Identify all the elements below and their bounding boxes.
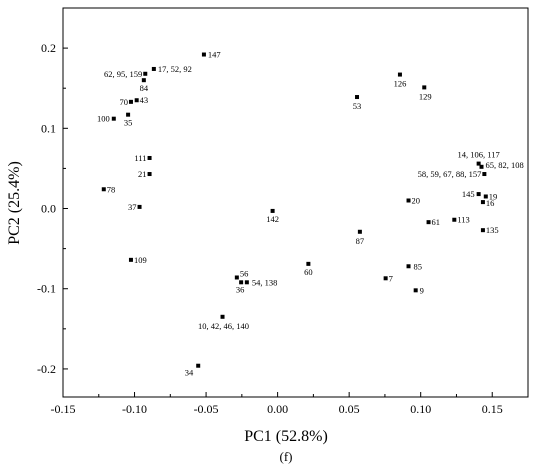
point-label: 135 <box>486 225 499 235</box>
scatter-point <box>480 228 485 233</box>
point-label: 9 <box>420 285 424 295</box>
scatter-point <box>480 200 485 205</box>
point-label: 126 <box>394 79 407 89</box>
point-label: 54, 138 <box>252 277 278 287</box>
x-tick-label: -0.10 <box>122 402 147 416</box>
scatter-point <box>128 99 133 104</box>
scatter-point <box>452 217 457 222</box>
scatter-point <box>383 276 388 281</box>
point-label: 20 <box>412 195 421 205</box>
point-label: 61 <box>432 217 441 227</box>
x-tick-label: -0.15 <box>51 402 76 416</box>
x-axis-title: PC1 (52.8%) <box>244 428 328 445</box>
scatter-point <box>137 204 142 209</box>
point-label: 53 <box>353 101 362 111</box>
x-tick-label: 0.05 <box>339 402 360 416</box>
plot-frame <box>62 7 529 398</box>
y-tick-label: 0.2 <box>41 41 56 55</box>
scatter-point <box>306 261 311 266</box>
figure-caption: (f) <box>280 449 293 464</box>
point-label: 87 <box>356 236 365 246</box>
point-label: 111 <box>134 153 146 163</box>
y-tick-label: 0.1 <box>41 121 56 135</box>
y-tick-label: -0.2 <box>37 362 56 376</box>
scatter-point <box>141 78 146 83</box>
point-label: 10, 42, 46, 140 <box>198 321 249 331</box>
scatter-point <box>234 275 239 280</box>
scatter-point <box>406 198 411 203</box>
scatter-point <box>479 164 484 169</box>
x-tick-label: 0.00 <box>267 402 288 416</box>
point-label: 65, 82, 108 <box>486 160 524 170</box>
point-label: 14, 106, 117 <box>458 150 500 160</box>
point-label: 7 <box>389 273 393 283</box>
y-axis-title: PC2 (25.4%) <box>6 161 23 245</box>
point-label: 16 <box>486 198 495 208</box>
scatter-point <box>143 71 148 76</box>
scatter-point <box>270 208 275 213</box>
point-label: 129 <box>419 91 432 101</box>
point-label: 34 <box>185 368 194 378</box>
scatter-point <box>126 112 131 117</box>
scatter-point <box>476 161 481 166</box>
point-label: 62, 95, 159 <box>104 69 142 79</box>
scatter-point <box>147 155 152 160</box>
scatter-point <box>406 264 411 269</box>
y-tick-label: 0.0 <box>41 202 56 216</box>
scatter-point <box>413 288 418 293</box>
scatter-point <box>355 95 360 100</box>
scatter-point <box>482 172 487 177</box>
scatter-point <box>220 314 225 319</box>
point-label: 147 <box>208 50 221 60</box>
scatter-point <box>357 229 362 234</box>
scatter-point <box>128 257 133 262</box>
point-label: 142 <box>266 214 279 224</box>
scatter-point <box>101 187 106 192</box>
point-label: 58, 59, 67, 88, 157 <box>418 169 482 179</box>
scatter-point <box>244 280 249 285</box>
point-label: 113 <box>457 215 469 225</box>
scatter-point <box>476 192 481 197</box>
y-axis-ticks: -0.2 -0.1 0.0 0.1 0.2 <box>37 7 68 376</box>
point-label: 19 <box>489 191 498 201</box>
point-label: 37 <box>128 202 137 212</box>
y-tick-label: -0.1 <box>37 282 56 296</box>
x-axis-ticks: -0.15 -0.10 -0.05 0.00 0.05 0.10 0.15 <box>51 392 503 416</box>
scatter-point <box>239 280 244 285</box>
point-label: 145 <box>462 189 475 199</box>
point-label: 21 <box>138 169 147 179</box>
point-label: 70 <box>119 97 128 107</box>
scatter-point <box>111 116 116 121</box>
point-label: 84 <box>140 83 149 93</box>
scatter-point <box>422 85 427 90</box>
x-tick-label: 0.10 <box>410 402 431 416</box>
x-tick-label: 0.15 <box>482 402 503 416</box>
point-label: 60 <box>304 267 313 277</box>
point-label: 78 <box>107 184 116 194</box>
point-label: 56 <box>240 268 249 278</box>
point-label: 85 <box>414 261 423 271</box>
point-label: 17, 52, 92 <box>158 64 192 74</box>
scatter-point <box>483 194 488 199</box>
scatter-point <box>134 98 139 103</box>
scatter-point <box>147 172 152 177</box>
x-tick-label: -0.05 <box>194 402 219 416</box>
scatter-point <box>201 52 206 57</box>
data-points: 147 17, 52, 92 62, 95, 159 84 70 43 35 100 111 21… <box>97 50 524 378</box>
point-label: 43 <box>140 95 149 105</box>
point-label: 35 <box>124 118 133 128</box>
scatter-point <box>196 363 201 368</box>
point-label: 109 <box>134 255 147 265</box>
scatter-point <box>397 72 402 77</box>
point-label: 100 <box>97 114 110 124</box>
scatter-point <box>151 66 156 71</box>
point-label: 36 <box>236 284 245 294</box>
scatter-point <box>426 220 431 225</box>
